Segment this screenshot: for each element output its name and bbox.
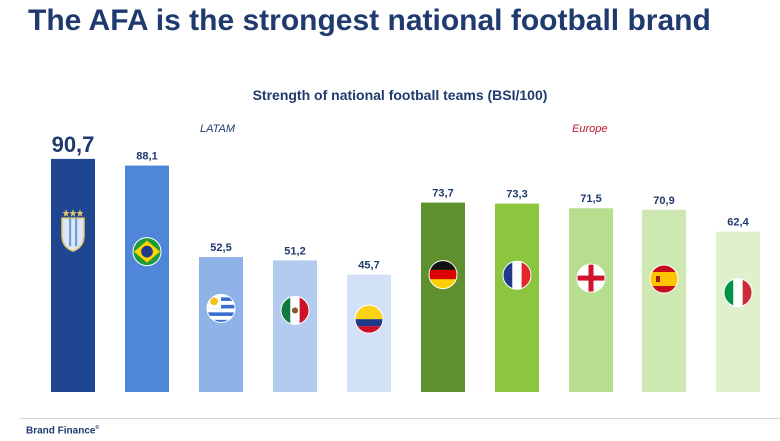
flag-france-icon xyxy=(502,260,532,290)
data-label-brazil: 88,1 xyxy=(136,151,157,163)
group-label-latam: LATAM xyxy=(200,123,236,135)
data-label-argentina-afa-crest: 90,7 xyxy=(52,132,95,157)
afa-crest-icon xyxy=(61,209,85,252)
flag-germany-icon xyxy=(428,260,458,290)
data-label-england: 71,5 xyxy=(580,193,601,205)
slide-title: The AFA is the strongest national footba… xyxy=(28,4,711,37)
footer-divider xyxy=(20,418,780,419)
bar-mexico xyxy=(273,260,317,392)
data-label-spain: 70,9 xyxy=(653,195,674,207)
bar-france xyxy=(495,203,539,392)
data-label-mexico: 51,2 xyxy=(284,245,305,257)
data-label-italy: 62,4 xyxy=(727,217,749,229)
bar-argentina-afa-crest xyxy=(51,158,95,392)
flag-italy-icon xyxy=(723,278,753,308)
flag-colombia-icon xyxy=(354,304,384,334)
bar-brazil xyxy=(125,165,169,392)
data-label-colombia: 45,7 xyxy=(358,260,379,272)
bar-uruguay xyxy=(199,257,243,392)
bar-germany xyxy=(421,202,465,392)
bar-spain xyxy=(642,209,686,392)
data-label-france: 73,3 xyxy=(506,189,527,201)
flag-england-icon xyxy=(576,263,606,293)
chart-title: Strength of national football teams (BSI… xyxy=(252,87,548,103)
flag-brazil-icon xyxy=(132,237,162,267)
data-label-germany: 73,7 xyxy=(432,188,453,200)
flag-spain-icon xyxy=(649,264,679,294)
bar-england xyxy=(569,208,613,392)
bar-italy xyxy=(716,231,760,392)
brand-logo: Brand Finance® xyxy=(26,425,100,437)
data-label-uruguay: 52,5 xyxy=(210,242,231,254)
flag-mexico-icon xyxy=(280,295,310,325)
group-label-europe: Europe xyxy=(572,123,608,135)
brand-name: Brand Finance xyxy=(26,425,96,437)
